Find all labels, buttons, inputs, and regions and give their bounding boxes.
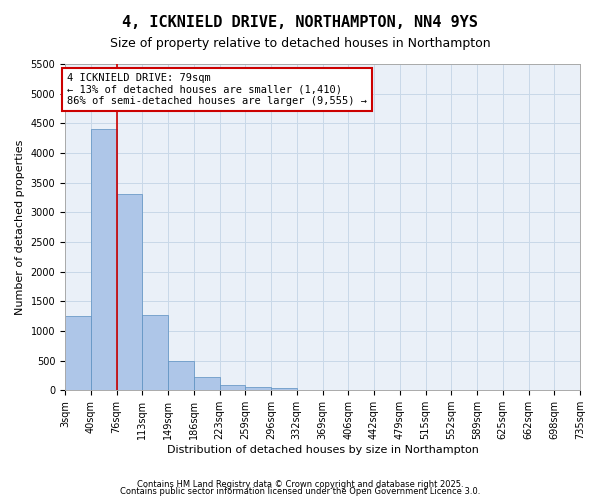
- Bar: [271, 388, 297, 390]
- Bar: [65, 316, 91, 390]
- X-axis label: Distribution of detached houses by size in Northampton: Distribution of detached houses by size …: [167, 445, 478, 455]
- Text: 4 ICKNIELD DRIVE: 79sqm
← 13% of detached houses are smaller (1,410)
86% of semi: 4 ICKNIELD DRIVE: 79sqm ← 13% of detache…: [67, 73, 367, 106]
- Bar: [91, 129, 116, 390]
- Text: Size of property relative to detached houses in Northampton: Size of property relative to detached ho…: [110, 38, 490, 51]
- Bar: [245, 386, 271, 390]
- Bar: [116, 194, 142, 390]
- Text: 4, ICKNIELD DRIVE, NORTHAMPTON, NN4 9YS: 4, ICKNIELD DRIVE, NORTHAMPTON, NN4 9YS: [122, 15, 478, 30]
- Bar: [142, 315, 168, 390]
- Bar: [194, 376, 220, 390]
- Y-axis label: Number of detached properties: Number of detached properties: [15, 140, 25, 315]
- Text: Contains public sector information licensed under the Open Government Licence 3.: Contains public sector information licen…: [120, 488, 480, 496]
- Bar: [168, 360, 194, 390]
- Text: Contains HM Land Registry data © Crown copyright and database right 2025.: Contains HM Land Registry data © Crown c…: [137, 480, 463, 489]
- Bar: [220, 386, 245, 390]
